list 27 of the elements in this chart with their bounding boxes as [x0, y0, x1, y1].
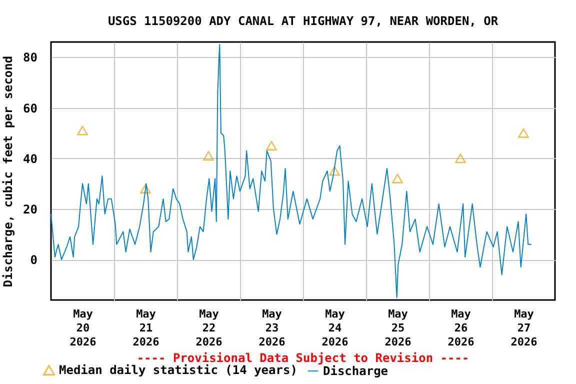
y-tick-label: 40 — [23, 152, 38, 166]
point — [140, 184, 151, 194]
y-axis-title: Discharge, cubic feet per second — [1, 56, 16, 288]
x-tick-label: May 23 2026 — [258, 308, 286, 348]
point — [77, 126, 88, 136]
x-tick-label: May 25 2026 — [384, 308, 412, 348]
text: ---- Provisional Data Subject to Revision ---- — [136, 351, 470, 365]
x-tick-label: May 22 2026 — [196, 308, 223, 348]
line-series — [50, 44, 532, 298]
legend-label: Median daily statistic (14 years) — [59, 363, 298, 378]
y-tick-label: 80 — [23, 50, 38, 65]
point — [203, 151, 214, 161]
y-tick-label: 60 — [23, 101, 38, 116]
point — [518, 128, 529, 138]
chart-title: USGS 11509200 ADY CANAL AT HIGHWAY 97, NEAR WORDEN, OR — [108, 14, 499, 28]
x-tick-label: May 26 2026 — [448, 308, 475, 348]
legend-label: Discharge — [323, 364, 388, 378]
x-tick-label: May 21 2026 — [132, 308, 160, 348]
point — [392, 174, 403, 184]
point — [266, 140, 277, 150]
x-tick-label: May 20 2026 — [70, 308, 97, 348]
x-tick-label: May 24 2026 — [322, 308, 349, 348]
y-tick-label: 20 — [23, 202, 38, 216]
point — [329, 166, 340, 176]
point — [455, 154, 466, 164]
y-tick-label: 0 — [30, 253, 38, 268]
x-tick-label: May 27 2026 — [510, 308, 538, 348]
